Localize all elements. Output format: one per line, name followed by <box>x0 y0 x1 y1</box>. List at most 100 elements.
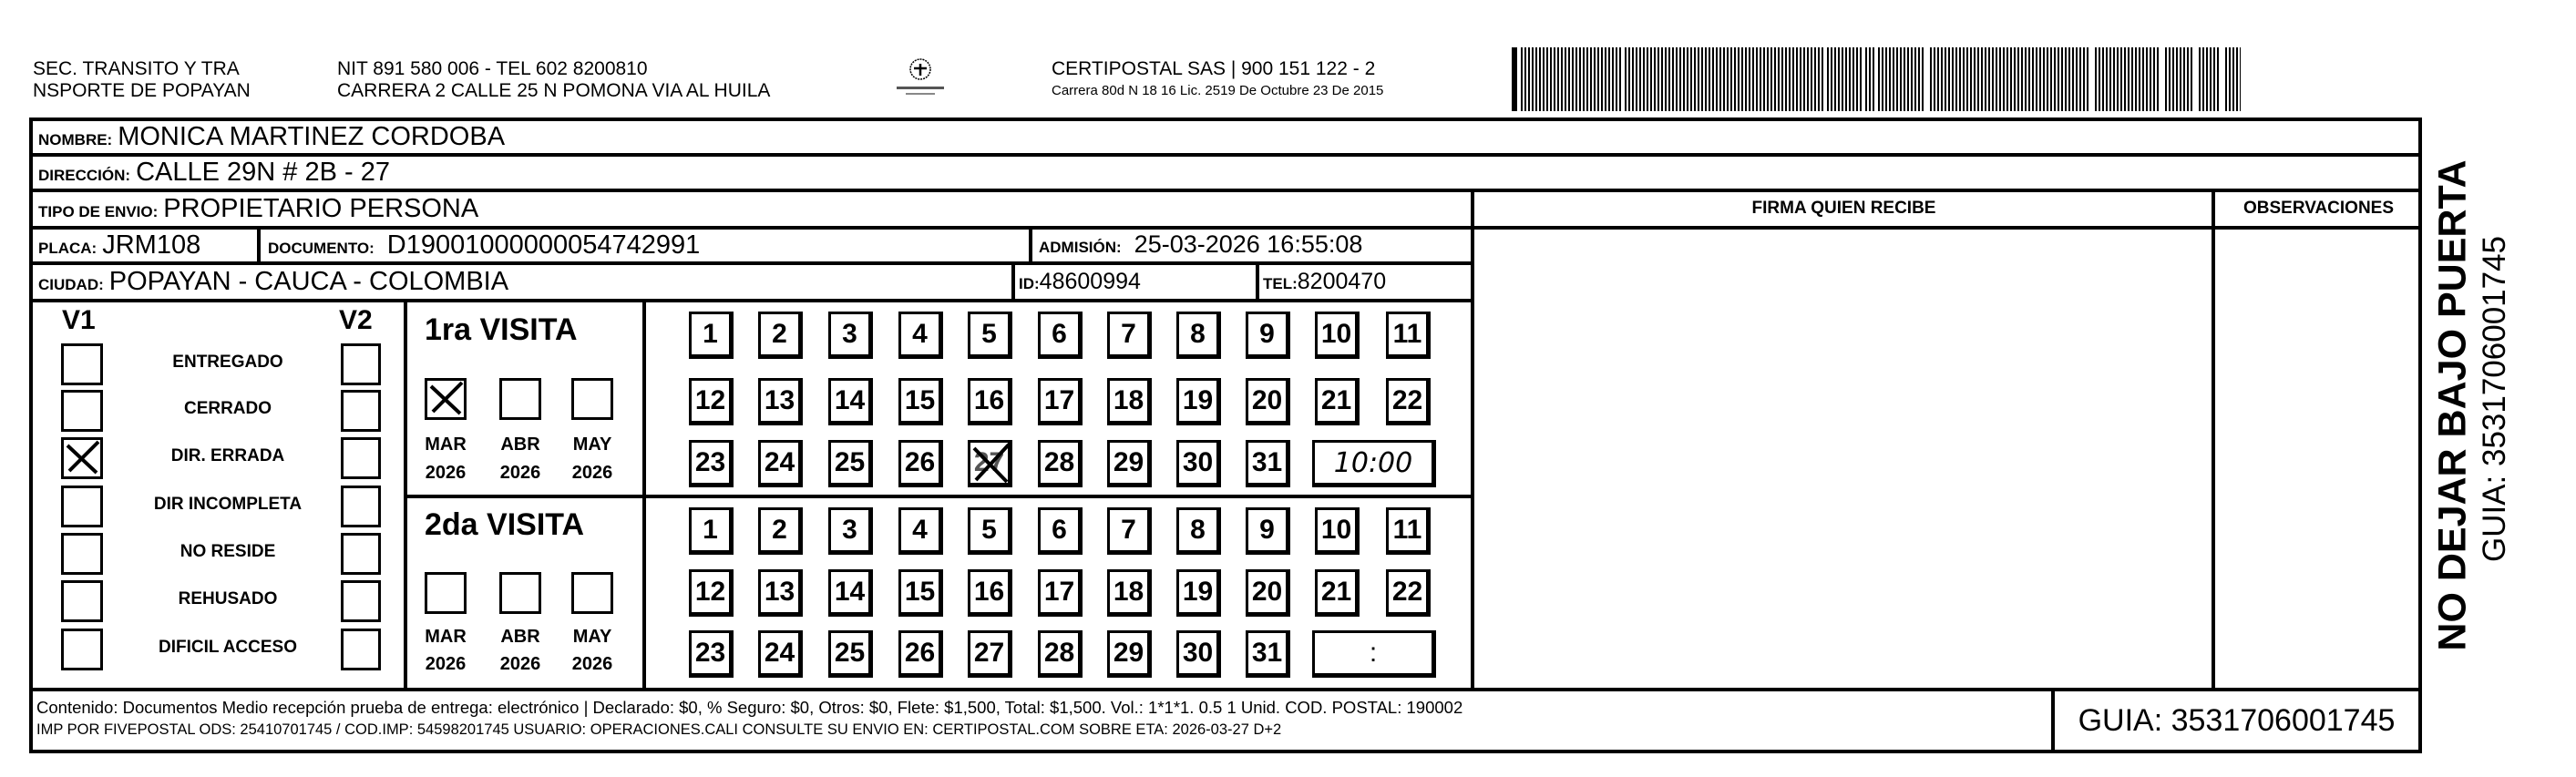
day-checkbox[interactable]: 12 <box>689 378 734 425</box>
day-checkbox[interactable]: 21 <box>1315 569 1360 617</box>
firma-signature-area[interactable] <box>1474 230 2212 688</box>
month-label: MAY <box>572 627 612 647</box>
day-checkbox[interactable]: 5 <box>968 507 1012 555</box>
day-checkbox[interactable]: 30 <box>1176 440 1221 487</box>
barcode-bar <box>2150 47 2151 111</box>
day-checkbox[interactable]: 24 <box>758 630 803 678</box>
day-checkbox[interactable]: 10 <box>1315 312 1360 359</box>
status-v2-checkbox[interactable] <box>341 437 381 479</box>
day-checkbox[interactable]: 8 <box>1176 507 1221 555</box>
day-checkbox[interactable]: 9 <box>1246 507 1290 555</box>
day-checkbox[interactable]: 27 <box>968 440 1012 487</box>
day-checkbox[interactable]: 17 <box>1038 378 1083 425</box>
status-v1-checkbox[interactable] <box>61 486 103 527</box>
day-checkbox[interactable]: 7 <box>1107 507 1152 555</box>
day-checkbox[interactable]: 3 <box>828 312 873 359</box>
status-label: ENTREGADO <box>172 353 283 372</box>
day-checkbox[interactable]: 22 <box>1386 569 1431 617</box>
status-v2-checkbox[interactable] <box>341 343 381 385</box>
day-checkbox[interactable]: 31 <box>1246 630 1290 678</box>
day-checkbox[interactable]: 4 <box>898 312 943 359</box>
status-v2-checkbox[interactable] <box>341 390 381 432</box>
status-v1-checkbox[interactable] <box>61 343 103 385</box>
day-checkbox[interactable]: 8 <box>1176 312 1221 359</box>
day-checkbox[interactable]: 11 <box>1386 312 1431 359</box>
day-checkbox[interactable]: 27 <box>968 630 1012 678</box>
month-checkbox[interactable] <box>571 572 613 614</box>
day-checkbox[interactable]: 18 <box>1107 378 1152 425</box>
day-checkbox[interactable]: 23 <box>689 630 734 678</box>
day-checkbox[interactable]: 15 <box>898 569 943 617</box>
day-checkbox[interactable]: 28 <box>1038 440 1083 487</box>
day-checkbox[interactable]: 17 <box>1038 569 1083 617</box>
day-checkbox[interactable]: 2 <box>758 507 803 555</box>
month-checkbox[interactable] <box>499 378 541 420</box>
day-checkbox[interactable]: 16 <box>968 378 1012 425</box>
day-checkbox[interactable]: 6 <box>1038 312 1083 359</box>
month-checkbox[interactable] <box>425 378 467 420</box>
day-checkbox[interactable]: 7 <box>1107 312 1152 359</box>
month-checkbox[interactable] <box>425 572 467 614</box>
day-checkbox[interactable]: 3 <box>828 507 873 555</box>
day-checkbox[interactable]: 19 <box>1176 378 1221 425</box>
day-checkbox[interactable]: 30 <box>1176 630 1221 678</box>
day-checkbox[interactable]: 13 <box>758 378 803 425</box>
day-checkbox[interactable]: 5 <box>968 312 1012 359</box>
status-v2-checkbox[interactable] <box>341 629 381 670</box>
day-checkbox[interactable]: 9 <box>1246 312 1290 359</box>
day-checkbox[interactable]: 2 <box>758 312 803 359</box>
barcode-bar <box>1619 47 1621 111</box>
day-checkbox[interactable]: 24 <box>758 440 803 487</box>
day-checkbox[interactable]: 14 <box>828 569 873 617</box>
barcode-bar <box>1756 47 1758 111</box>
day-checkbox[interactable]: 4 <box>898 507 943 555</box>
day-checkbox[interactable]: 29 <box>1107 630 1152 678</box>
day-checkbox[interactable]: 18 <box>1107 569 1152 617</box>
month-checkbox[interactable] <box>571 378 613 420</box>
observaciones-area[interactable] <box>2215 230 2418 688</box>
barcode-bar <box>1650 47 1652 111</box>
month-checkbox[interactable] <box>499 572 541 614</box>
barcode-bar <box>2199 47 2201 111</box>
day-checkbox[interactable]: 31 <box>1246 440 1290 487</box>
day-checkbox[interactable]: 1 <box>689 507 734 555</box>
status-v1-checkbox[interactable] <box>61 629 103 670</box>
barcode-bar <box>1831 47 1832 111</box>
status-v2-checkbox[interactable] <box>341 533 381 575</box>
barcode-bar <box>2169 47 2171 111</box>
day-checkbox[interactable]: 12 <box>689 569 734 617</box>
day-checkbox[interactable]: 16 <box>968 569 1012 617</box>
barcode-bar <box>1996 47 1997 111</box>
day-checkbox[interactable]: 21 <box>1315 378 1360 425</box>
day-checkbox[interactable]: 23 <box>689 440 734 487</box>
day-checkbox[interactable]: 20 <box>1246 378 1290 425</box>
status-v2-checkbox[interactable] <box>341 486 381 527</box>
status-v1-checkbox[interactable] <box>61 533 103 575</box>
barcode-bar <box>1974 47 1976 111</box>
day-checkbox[interactable]: 20 <box>1246 569 1290 617</box>
status-v1-checkbox[interactable] <box>61 437 103 479</box>
day-checkbox[interactable]: 10 <box>1315 507 1360 555</box>
day-checkbox[interactable]: 29 <box>1107 440 1152 487</box>
day-checkbox[interactable]: 26 <box>898 440 943 487</box>
day-checkbox[interactable]: 25 <box>828 440 873 487</box>
day-checkbox[interactable]: 25 <box>828 630 873 678</box>
day-checkbox[interactable]: 26 <box>898 630 943 678</box>
day-checkbox[interactable]: 11 <box>1386 507 1431 555</box>
barcode-bar <box>1878 47 1880 111</box>
day-checkbox[interactable]: 6 <box>1038 507 1083 555</box>
day-checkbox[interactable]: 19 <box>1176 569 1221 617</box>
day-checkbox[interactable]: 15 <box>898 378 943 425</box>
day-checkbox[interactable]: 13 <box>758 569 803 617</box>
status-v1-checkbox[interactable] <box>61 390 103 432</box>
status-v2-checkbox[interactable] <box>341 580 381 622</box>
day-checkbox[interactable]: 22 <box>1386 378 1431 425</box>
status-v1-checkbox[interactable] <box>61 580 103 622</box>
time-field[interactable]: 10:00 <box>1312 440 1436 487</box>
time-field[interactable]: : <box>1312 630 1436 678</box>
day-checkbox[interactable]: 28 <box>1038 630 1083 678</box>
placa-field: PLACA: JRM108 <box>38 230 200 261</box>
day-checkbox[interactable]: 1 <box>689 312 734 359</box>
status-label: REHUSADO <box>178 589 278 608</box>
day-checkbox[interactable]: 14 <box>828 378 873 425</box>
